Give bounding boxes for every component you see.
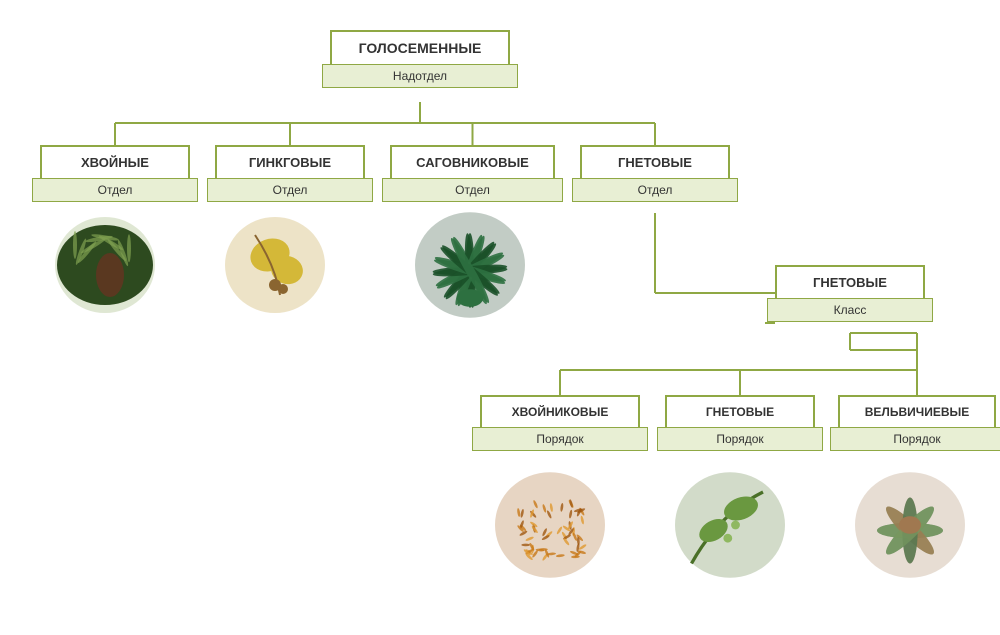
- gnetum-illustration: [660, 470, 800, 580]
- node-sub: Отдел: [32, 178, 198, 202]
- node-sub: Порядок: [472, 427, 648, 451]
- node-l2d: ГНЕТОВЫЕОтдел: [580, 145, 730, 194]
- node-title: ГНЕТОВЫЕ: [582, 147, 728, 178]
- node-sub: Порядок: [830, 427, 1000, 451]
- cycad-illustration: [395, 210, 545, 320]
- node-l4b: ГНЕТОВЫЕПорядок: [665, 395, 815, 443]
- node-l4c: ВЕЛЬВИЧИЕВЫЕПорядок: [838, 395, 996, 443]
- node-sub: Надотдел: [322, 64, 518, 88]
- node-l4a: ХВОЙНИКОВЫЕПорядок: [480, 395, 640, 443]
- node-title: ГИНКГОВЫЕ: [217, 147, 363, 178]
- node-title: ГОЛОСЕМЕННЫЕ: [332, 32, 508, 64]
- node-l2b: ГИНКГОВЫЕОтдел: [215, 145, 365, 194]
- node-title: ГНЕТОВЫЕ: [667, 397, 813, 427]
- node-title: ХВОЙНЫЕ: [42, 147, 188, 178]
- node-sub: Отдел: [572, 178, 738, 202]
- node-root: ГОЛОСЕМЕННЫЕНадотдел: [330, 30, 510, 80]
- node-l2a: ХВОЙНЫЕОтдел: [40, 145, 190, 194]
- node-title: ВЕЛЬВИЧИЕВЫЕ: [840, 397, 994, 427]
- node-title: ГНЕТОВЫЕ: [777, 267, 923, 298]
- node-sub: Класс: [767, 298, 933, 322]
- node-sub: Отдел: [382, 178, 563, 202]
- node-sub: Порядок: [657, 427, 823, 451]
- ephedra-illustration: [485, 470, 615, 580]
- ginkgo-illustration: [210, 215, 340, 315]
- welwitschia-illustration: [835, 470, 985, 580]
- node-l2c: САГОВНИКОВЫЕОтдел: [390, 145, 555, 194]
- node-title: ХВОЙНИКОВЫЕ: [482, 397, 638, 427]
- node-title: САГОВНИКОВЫЕ: [392, 147, 553, 178]
- pine-cone-illustration: [45, 215, 165, 315]
- node-l3: ГНЕТОВЫЕКласс: [775, 265, 925, 314]
- node-sub: Отдел: [207, 178, 373, 202]
